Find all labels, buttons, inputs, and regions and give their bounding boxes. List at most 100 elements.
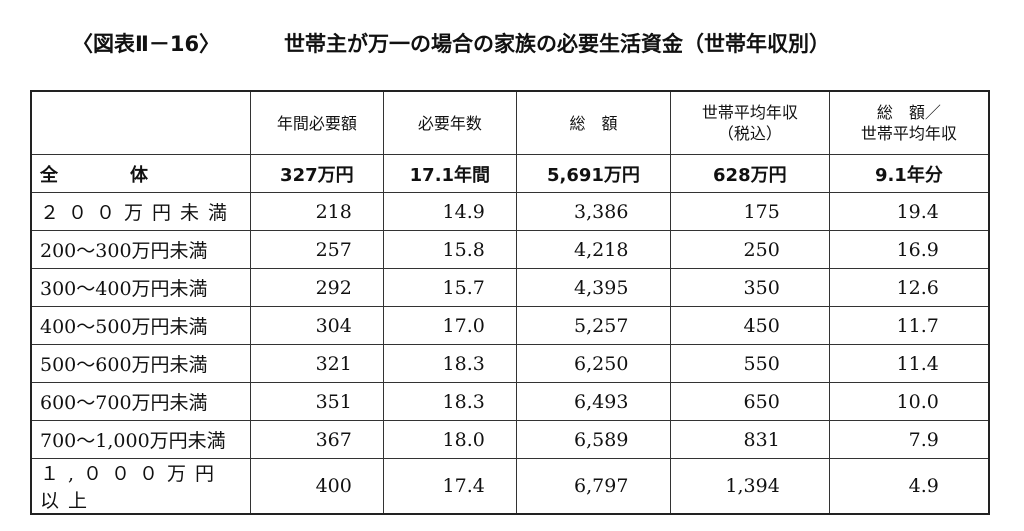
row: 400～500万円未満 304 17.0 5,257 450 11.7 [30, 306, 990, 345]
value-cell: 4,395 [516, 268, 671, 307]
value-cell: 400 [250, 458, 384, 515]
value-cell: 17.0 [382, 306, 518, 345]
value-cell: 304 [250, 306, 384, 345]
header-cell: 年間必要額 [250, 90, 384, 155]
row-label: １,０００万円以上 [30, 458, 251, 515]
cell-text: 6,589 [574, 428, 629, 451]
cell-text: 7.9 [908, 428, 939, 451]
value-cell: 4.9 [828, 458, 990, 515]
value-cell: 6,493 [516, 382, 671, 421]
value-cell: 4,218 [516, 230, 671, 269]
cell-text: 175 [743, 200, 780, 223]
cell-text: 15.7 [442, 276, 485, 299]
value-cell: 17.4 [382, 458, 518, 515]
cell-text: 200～300万円未満 [40, 240, 208, 262]
value-cell: 18.3 [382, 344, 518, 383]
header-text: 世帯平均年収 [701, 103, 798, 122]
cell-text: 5,257 [574, 314, 629, 337]
row: 200～300万円未満 257 15.8 4,218 250 16.9 [30, 230, 990, 269]
value-cell: 6,250 [516, 344, 671, 383]
value-cell: 257 [250, 230, 384, 269]
value-cell: 218 [250, 192, 384, 231]
cell-text: 367 [315, 428, 352, 451]
value-cell: 14.9 [382, 192, 518, 231]
cell-text: 10.0 [896, 390, 939, 413]
cell-text: 4.9 [908, 475, 939, 497]
header-text: 総 額／ [876, 103, 941, 122]
value-cell: 18.3 [382, 382, 518, 421]
value-cell: 11.7 [828, 306, 990, 345]
row: 全 体 327万円 17.1年間 5,691万円 628万円 9.1年分 [30, 154, 990, 193]
value-cell: 18.0 [382, 420, 518, 459]
row-label: 200～300万円未満 [30, 230, 251, 269]
value-cell: 15.8 [382, 230, 518, 269]
cell-text: 300～400万円未満 [40, 278, 208, 300]
header-text: 総 額 [569, 113, 618, 133]
row: ２００万円未満 218 14.9 3,386 175 19.4 [30, 192, 990, 231]
cell-text: 327万円 [280, 164, 354, 186]
cell-text: 400～500万円未満 [40, 316, 208, 338]
title: 世帯主が万一の場合の家族の必要生活資金（世帯年収別） [284, 32, 830, 56]
value-cell: 292 [250, 268, 384, 307]
figure-label: 〈図表Ⅱ－16〉 [72, 32, 221, 56]
cell-text: 292 [315, 276, 352, 299]
value-cell: 175 [669, 192, 830, 231]
value-cell: 327万円 [250, 154, 384, 193]
cell-text: 550 [743, 352, 780, 375]
value-cell: 3,386 [516, 192, 671, 231]
cell-text: 14.9 [442, 200, 485, 223]
row-label: ２００万円未満 [30, 192, 251, 231]
row: 700～1,000万円未満 367 18.0 6,589 831 7.9 [30, 420, 990, 459]
cell-text: ２００万円未満 [40, 202, 237, 224]
header-cell: 総 額／ 世帯平均年収 [828, 90, 990, 155]
header-cell: 総 額 [516, 90, 671, 155]
cell-text: 304 [315, 314, 352, 337]
value-cell: 9.1年分 [828, 154, 990, 193]
cell-text: 1,394 [725, 475, 780, 497]
value-cell: 11.4 [828, 344, 990, 383]
value-cell: 628万円 [669, 154, 830, 193]
row-label: 600～700万円未満 [30, 382, 251, 421]
value-cell: 450 [669, 306, 830, 345]
cell-text: 17.4 [442, 475, 485, 497]
cell-text: 18.0 [442, 428, 485, 451]
row: 600～700万円未満 351 18.3 6,493 650 10.0 [30, 382, 990, 421]
value-cell: 1,394 [669, 458, 830, 515]
value-cell: 351 [250, 382, 384, 421]
value-cell: 7.9 [828, 420, 990, 459]
header-text: （税込） [717, 124, 782, 143]
cell-text: 18.3 [442, 352, 485, 375]
value-cell: 19.4 [828, 192, 990, 231]
header-text: 世帯平均年収 [860, 124, 957, 143]
value-cell: 650 [669, 382, 830, 421]
row: 500～600万円未満 321 18.3 6,250 550 11.4 [30, 344, 990, 383]
row-label: 全 体 [30, 154, 251, 193]
cell-text: 18.3 [442, 390, 485, 413]
cell-text: 400 [315, 475, 352, 497]
header-row: 年間必要額 必要年数総 額世帯平均年収 （税込）総 額／ 世帯平均年収 [30, 90, 990, 155]
cell-text: 12.6 [896, 276, 939, 299]
value-cell: 367 [250, 420, 384, 459]
row-label: 500～600万円未満 [30, 344, 251, 383]
cell-text: 6,250 [574, 352, 629, 375]
value-cell: 5,257 [516, 306, 671, 345]
cell-text: １,０００万円以上 [40, 463, 224, 512]
row-label: 300～400万円未満 [30, 268, 251, 307]
cell-text: 17.0 [442, 314, 485, 337]
row: １,０００万円以上 400 17.4 6,797 1,394 4.9 [30, 458, 990, 515]
header-cell: 必要年数 [382, 90, 518, 155]
value-cell: 16.9 [828, 230, 990, 269]
cell-text: 351 [315, 390, 352, 413]
cell-text: 500～600万円未満 [40, 354, 208, 376]
cell-text: 350 [743, 276, 780, 299]
cell-text: 600～700万円未満 [40, 392, 208, 414]
value-cell: 250 [669, 230, 830, 269]
cell-text: 15.8 [442, 238, 485, 261]
value-cell: 17.1年間 [382, 154, 518, 193]
header-text: 必要年数 [417, 113, 482, 133]
cell-text: 628万円 [713, 164, 787, 186]
header-text: 年間必要額 [276, 113, 357, 133]
cell-text: 9.1年分 [874, 164, 943, 186]
row-label: 400～500万円未満 [30, 306, 251, 345]
value-cell: 550 [669, 344, 830, 383]
